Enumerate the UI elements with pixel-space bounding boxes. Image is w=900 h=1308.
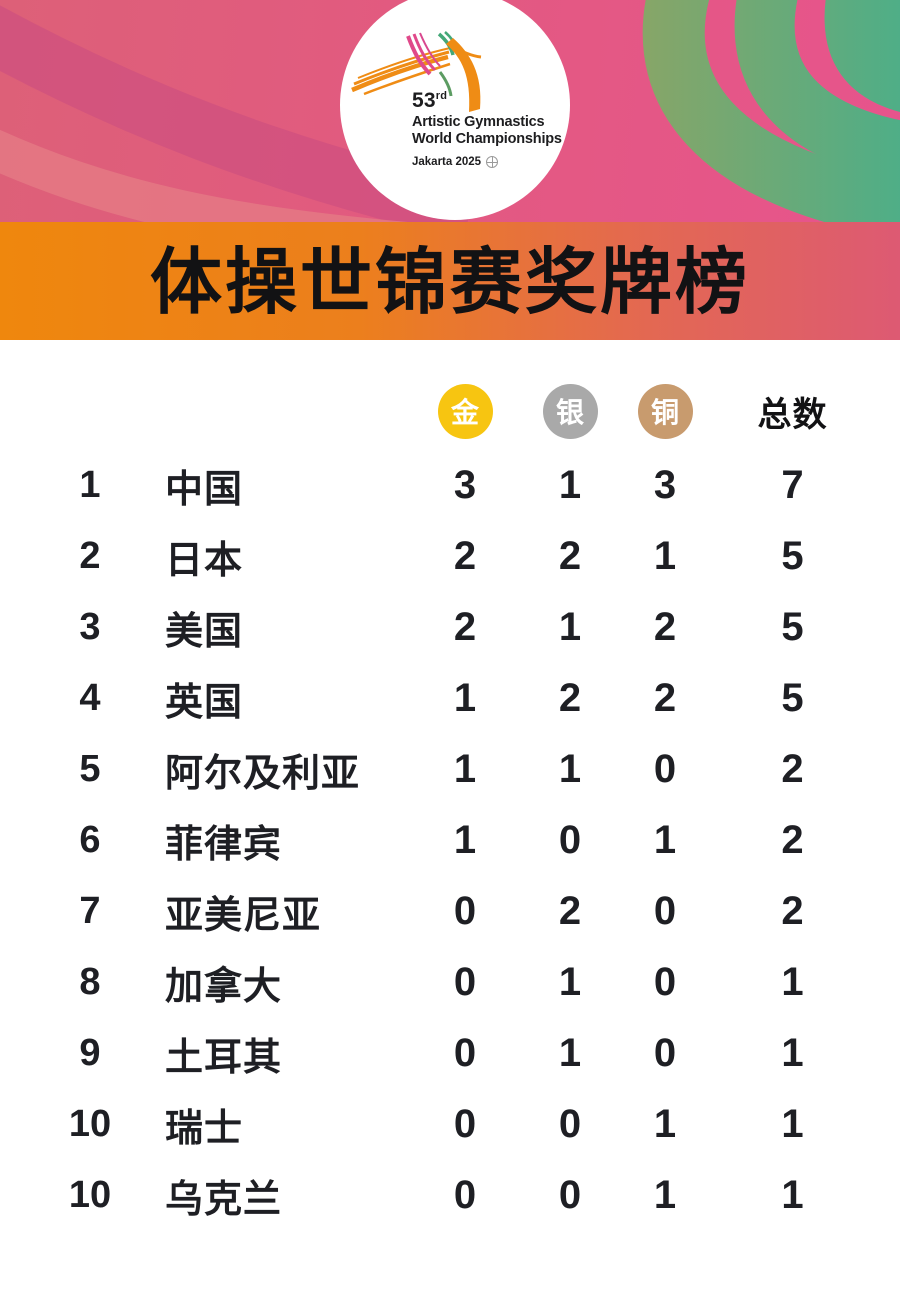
rank-cell: 5	[79, 748, 101, 790]
title-band: 体操世锦赛奖牌榜	[0, 222, 900, 340]
gold-cell: 0	[453, 1173, 477, 1217]
table-row: 1 中国 3 1 3 7	[0, 450, 900, 521]
bronze-cell: 0	[653, 747, 677, 791]
total-cell: 2	[781, 818, 804, 862]
total-cell: 5	[781, 605, 804, 649]
logo-edition: 53rd	[412, 89, 448, 112]
total-cell: 1	[781, 1173, 804, 1217]
total-cell: 2	[781, 747, 804, 791]
silver-cell: 1	[558, 605, 582, 649]
table-row: 10 乌克兰 0 0 1 1	[0, 1160, 900, 1231]
bronze-cell: 1	[653, 1173, 677, 1217]
silver-header-label: 银	[555, 397, 584, 428]
rank-cell: 3	[79, 606, 101, 648]
silver-cell: 0	[558, 818, 582, 862]
rank-cell: 8	[79, 961, 101, 1003]
silver-cell: 1	[558, 463, 582, 507]
bronze-cell: 0	[653, 1031, 677, 1075]
total-cell: 1	[781, 960, 804, 1004]
table-row: 4 英国 1 2 2 5	[0, 663, 900, 734]
country-cell: 阿尔及利亚	[165, 753, 361, 795]
gold-cell: 1	[453, 747, 477, 791]
logo-event-line1: Artistic Gymnastics	[412, 113, 545, 130]
silver-cell: 0	[558, 1173, 582, 1217]
table-header-row: 金 银 铜 总数	[0, 372, 900, 450]
gold-cell: 0	[453, 1031, 477, 1075]
gold-cell: 3	[453, 463, 477, 507]
table-row: 10 瑞士 0 0 1 1	[0, 1089, 900, 1160]
gold-cell: 0	[453, 889, 477, 933]
table-row: 9 土耳其 0 1 0 1	[0, 1018, 900, 1089]
silver-cell: 2	[558, 676, 582, 720]
gold-cell: 2	[453, 534, 477, 578]
total-cell: 7	[781, 463, 804, 507]
logo-text-block: 53rd Artistic Gymnastics World Champions…	[412, 89, 562, 169]
gold-cell: 1	[453, 676, 477, 720]
bronze-cell: 0	[653, 889, 677, 933]
table-row: 2 日本 2 2 1 5	[0, 521, 900, 592]
total-cell: 5	[781, 676, 804, 720]
logo-event-line2: World Championships	[412, 131, 562, 148]
rank-cell: 1	[79, 464, 101, 506]
gold-cell: 2	[453, 605, 477, 649]
gold-cell: 0	[453, 1102, 477, 1146]
country-cell: 英国	[165, 682, 244, 724]
championships-logo: 53rd Artistic Gymnastics World Champions…	[340, 0, 570, 220]
total-cell: 5	[781, 534, 804, 578]
total-cell: 1	[781, 1031, 804, 1075]
medal-table: 金 银 铜 总数 1 中国 3 1 3 7	[0, 340, 900, 1231]
page-title: 体操世锦赛奖牌榜	[149, 243, 750, 323]
table-row: 8 加拿大 0 1 0 1	[0, 947, 900, 1018]
rank-cell: 10	[68, 1174, 112, 1216]
country-cell: 日本	[165, 540, 244, 582]
table-row: 7 亚美尼亚 0 2 0 2	[0, 876, 900, 947]
bronze-cell: 2	[653, 605, 677, 649]
silver-cell: 2	[558, 889, 582, 933]
fig-globe-icon	[486, 156, 499, 169]
rank-cell: 2	[79, 535, 101, 577]
country-cell: 乌克兰	[165, 1179, 283, 1221]
bronze-cell: 1	[653, 534, 677, 578]
total-header-label: 总数	[757, 395, 828, 434]
silver-cell: 1	[558, 1031, 582, 1075]
bronze-medal-icon: 铜	[637, 383, 693, 439]
logo-location: Jakarta 2025	[412, 156, 562, 169]
table-row: 3 美国 2 1 2 5	[0, 592, 900, 663]
country-cell: 加拿大	[165, 966, 283, 1008]
silver-cell: 1	[558, 960, 582, 1004]
table-row: 6 菲律宾 1 0 1 2	[0, 805, 900, 876]
rank-cell: 4	[79, 677, 101, 719]
gold-cell: 1	[453, 818, 477, 862]
silver-medal-icon: 银	[542, 383, 598, 439]
gold-cell: 0	[453, 960, 477, 1004]
total-cell: 2	[781, 889, 804, 933]
rank-cell: 7	[79, 890, 101, 932]
silver-cell: 2	[558, 534, 582, 578]
country-cell: 亚美尼亚	[165, 895, 322, 937]
country-cell: 菲律宾	[165, 824, 283, 866]
gold-medal-icon: 金	[437, 383, 493, 439]
silver-cell: 1	[558, 747, 582, 791]
table-row: 5 阿尔及利亚 1 1 0 2	[0, 734, 900, 805]
rank-cell: 10	[68, 1103, 112, 1145]
country-cell: 中国	[165, 469, 244, 511]
table-body: 1 中国 3 1 3 7 2 日本 2 2 1 5 3 美国 2 1 2	[0, 450, 900, 1231]
bronze-cell: 1	[653, 818, 677, 862]
gymnast-ribbon-icon	[351, 31, 482, 112]
country-cell: 美国	[165, 611, 244, 653]
gold-header-label: 金	[450, 397, 479, 428]
rank-cell: 6	[79, 819, 101, 861]
silver-cell: 0	[558, 1102, 582, 1146]
rank-cell: 9	[79, 1032, 101, 1074]
country-cell: 土耳其	[165, 1037, 283, 1079]
country-cell: 瑞士	[165, 1108, 244, 1150]
bronze-header-label: 铜	[650, 397, 679, 428]
bronze-cell: 2	[653, 676, 677, 720]
bronze-cell: 1	[653, 1102, 677, 1146]
total-cell: 1	[781, 1102, 804, 1146]
bronze-cell: 0	[653, 960, 677, 1004]
green-swirl-decoration	[642, 0, 900, 222]
bronze-cell: 3	[653, 463, 677, 507]
